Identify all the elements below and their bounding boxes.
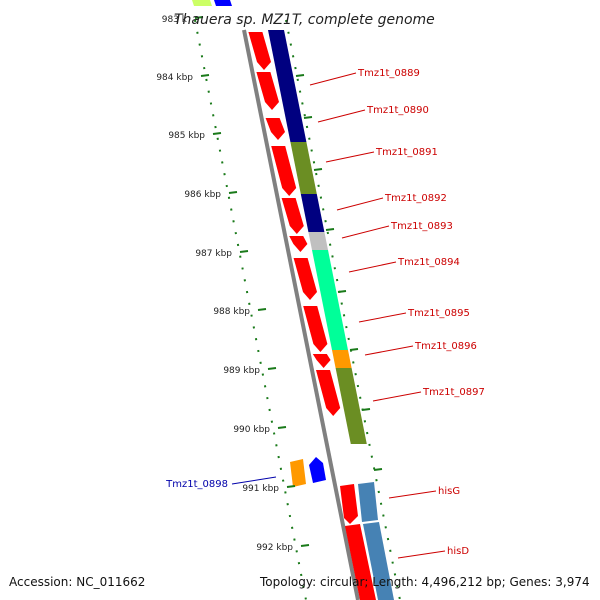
- gene-labels[interactable]: Tmz1t_0889 Tmz1t_0890 Tmz1t_0891 Tmz1t_0892…: [165, 68, 485, 559]
- cds-arrow[interactable]: [271, 146, 297, 196]
- gene-label-Tmz1t_0891[interactable]: Tmz1t_0891: [375, 147, 438, 158]
- minor-tick: [349, 348, 359, 351]
- cds-arrow[interactable]: [316, 370, 341, 416]
- gene-feature-track: [268, 30, 394, 600]
- cds-arrow[interactable]: [265, 118, 285, 140]
- gene-feature-hisG[interactable]: [358, 482, 378, 522]
- gene-feature-segment[interactable]: [300, 194, 325, 232]
- kbp-label: 992 kbp: [256, 543, 293, 553]
- kbp-tick: [257, 308, 267, 311]
- label-leader-line: [358, 312, 407, 323]
- cds-arrow-hisD[interactable]: [345, 524, 376, 600]
- gene-label-Tmz1t_0890[interactable]: Tmz1t_0890: [366, 105, 429, 116]
- gene-feature-segment[interactable]: [332, 350, 352, 368]
- gene-feature-segment[interactable]: [290, 142, 317, 194]
- kbp-tick: [194, 16, 204, 19]
- cds-arrow-hisG[interactable]: [340, 484, 358, 524]
- top-partial-feature-light: [192, 0, 212, 6]
- gene-feature-hisD[interactable]: [363, 522, 394, 600]
- kbp-label: 983 k: [162, 15, 188, 25]
- gene-feature-segment[interactable]: [312, 250, 348, 350]
- gene-label-Tmz1t_0897[interactable]: Tmz1t_0897: [422, 387, 485, 398]
- cds-arrow-track: [248, 32, 376, 600]
- kbp-tick: [228, 191, 238, 194]
- kbp-label: 987 kbp: [195, 249, 232, 259]
- accession-text: Accession: NC_011662: [9, 575, 145, 589]
- minor-tick: [313, 168, 323, 171]
- gene-label-Tmz1t_0893[interactable]: Tmz1t_0893: [390, 221, 453, 232]
- gene-label-Tmz1t_0894[interactable]: Tmz1t_0894: [397, 257, 460, 268]
- minor-tick: [337, 290, 347, 293]
- label-leader-line: [309, 72, 357, 86]
- label-leader-line: [348, 261, 397, 273]
- cds-arrow[interactable]: [289, 236, 308, 252]
- kbp-tick: [239, 250, 249, 253]
- minor-tick: [361, 408, 371, 411]
- top-partial-feature-blue: [214, 0, 232, 6]
- cds-arrow[interactable]: [256, 72, 279, 110]
- gene-label-Tmz1t_0892[interactable]: Tmz1t_0892: [384, 193, 447, 204]
- label-leader-line: [336, 197, 384, 211]
- gene-label-Tmz1t_0895[interactable]: Tmz1t_0895: [407, 308, 470, 319]
- label-leader-line: [231, 476, 277, 485]
- cds-arrow[interactable]: [248, 32, 271, 70]
- kbp-tick: [267, 367, 277, 370]
- minor-tick: [373, 468, 383, 471]
- kbp-label: 984 kbp: [156, 73, 193, 83]
- gene-label-Tmz1t_0898[interactable]: Tmz1t_0898: [165, 479, 228, 490]
- gene-feature-segment[interactable]: [335, 368, 367, 444]
- cds-arrow[interactable]: [303, 306, 328, 352]
- gene-label-Tmz1t_0889[interactable]: Tmz1t_0889: [357, 68, 420, 79]
- kbp-label: 988 kbp: [213, 307, 250, 317]
- label-leader-line: [372, 391, 422, 402]
- kbp-label: 985 kbp: [168, 131, 205, 141]
- gene-Tmz1t_0898-arrow[interactable]: [309, 457, 326, 483]
- gene-label-hisD[interactable]: hisD: [447, 546, 469, 557]
- label-leader-line: [325, 151, 375, 163]
- kbp-label: 989 kbp: [223, 366, 260, 376]
- minor-tick: [325, 228, 335, 231]
- cds-arrow[interactable]: [293, 258, 317, 300]
- kbp-tick: [200, 74, 210, 77]
- gene-feature-segment[interactable]: [308, 232, 328, 250]
- label-leader-line: [341, 225, 390, 239]
- genome-backbone: [242, 29, 360, 600]
- kbp-tick: [300, 544, 310, 547]
- topology-text: Topology: circular; Length: 4,496,212 bp…: [259, 575, 590, 589]
- kbp-tick: [277, 426, 287, 429]
- kbp-ticks: 983 k 984 kbp 985 kbp 986 kbp 987 kbp 988 kbp…: [156, 15, 383, 553]
- kbp-label: 991 kbp: [242, 484, 279, 494]
- gene-label-hisG[interactable]: hisG: [438, 486, 460, 497]
- gene-label-Tmz1t_0896[interactable]: Tmz1t_0896: [414, 341, 477, 352]
- label-leader-line: [388, 490, 437, 499]
- kbp-label: 986 kbp: [184, 190, 221, 200]
- gene-Tmz1t_0898-orange[interactable]: [290, 459, 306, 487]
- gene-feature-segment[interactable]: [268, 30, 307, 142]
- label-leader-line: [317, 109, 366, 123]
- cds-arrow[interactable]: [281, 198, 304, 234]
- map-title: Thauera sp. MZ1T, complete genome: [174, 12, 435, 28]
- kbp-tick: [212, 132, 222, 135]
- inner-tick-ring: [194, 19, 307, 600]
- minor-tick: [295, 74, 305, 77]
- outer-tick-ring: [285, 19, 401, 600]
- kbp-label: 990 kbp: [233, 425, 270, 435]
- cds-arrow[interactable]: [312, 354, 331, 368]
- minor-tick: [303, 116, 313, 119]
- label-leader-line: [364, 345, 414, 356]
- label-leader-line: [397, 550, 446, 559]
- kbp-tick: [286, 485, 296, 488]
